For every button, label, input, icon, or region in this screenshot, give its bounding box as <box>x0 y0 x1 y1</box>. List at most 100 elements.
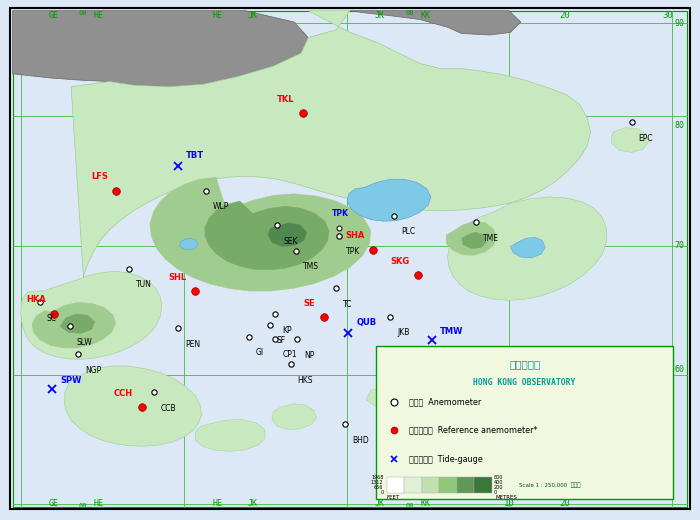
Text: HONG KONG OBSERVATORY: HONG KONG OBSERVATORY <box>473 379 576 387</box>
Text: SC: SC <box>47 314 57 323</box>
Polygon shape <box>446 221 496 255</box>
Polygon shape <box>366 387 405 407</box>
Text: TMW: TMW <box>440 327 463 336</box>
Text: 香港天文台: 香港天文台 <box>509 359 540 369</box>
Text: HKS: HKS <box>298 376 313 385</box>
Polygon shape <box>461 232 486 249</box>
Text: HE: HE <box>213 11 223 20</box>
Text: HE: HE <box>94 11 104 20</box>
Text: 656: 656 <box>374 485 384 490</box>
Text: 0: 0 <box>494 490 497 495</box>
Text: SHL: SHL <box>169 272 187 282</box>
Bar <box>422 477 439 493</box>
Text: Scale 1 : 250,000  比例尺: Scale 1 : 250,000 比例尺 <box>519 482 581 488</box>
Text: SKG: SKG <box>391 257 410 266</box>
Bar <box>405 477 422 493</box>
Text: 00: 00 <box>405 10 414 16</box>
Polygon shape <box>350 11 521 35</box>
Text: SLW: SLW <box>77 337 92 347</box>
Text: CP1: CP1 <box>282 350 297 359</box>
Text: 1968: 1968 <box>371 475 384 480</box>
Text: TBT: TBT <box>186 151 204 160</box>
Polygon shape <box>13 11 308 87</box>
Text: WGL: WGL <box>442 428 463 437</box>
Text: SHA: SHA <box>345 231 365 240</box>
Text: BHD: BHD <box>352 436 369 445</box>
Text: SE: SE <box>304 298 315 308</box>
Text: TMS: TMS <box>303 262 319 271</box>
Text: FEET: FEET <box>387 495 400 500</box>
Bar <box>474 477 491 493</box>
Polygon shape <box>32 303 116 348</box>
Polygon shape <box>612 127 648 152</box>
Text: SF: SF <box>276 336 286 345</box>
Text: 參考測風站  Reference anemometer*: 參考測風站 Reference anemometer* <box>410 426 538 435</box>
Text: CCB: CCB <box>161 404 176 413</box>
Text: METRES: METRES <box>495 495 517 500</box>
Polygon shape <box>71 11 591 334</box>
Text: GE: GE <box>49 11 59 20</box>
Text: TME: TME <box>483 233 499 243</box>
Text: 30: 30 <box>662 11 673 20</box>
Text: GI: GI <box>256 348 264 357</box>
Polygon shape <box>272 404 316 430</box>
Text: 200: 200 <box>494 485 503 490</box>
Text: 1312: 1312 <box>371 480 384 485</box>
Bar <box>439 477 456 493</box>
Text: TPK: TPK <box>332 209 349 217</box>
Polygon shape <box>447 197 607 301</box>
Text: PEN: PEN <box>185 340 200 348</box>
Polygon shape <box>427 404 465 423</box>
Text: HE: HE <box>94 499 104 508</box>
Text: 00: 00 <box>405 503 414 509</box>
Text: HE: HE <box>213 499 223 508</box>
Text: TC: TC <box>343 300 352 309</box>
Text: NGP: NGP <box>85 366 101 374</box>
Bar <box>456 477 474 493</box>
Polygon shape <box>195 419 265 451</box>
Text: 60: 60 <box>674 365 684 374</box>
Text: JK: JK <box>375 11 385 20</box>
Text: EPC: EPC <box>638 134 653 143</box>
Text: TUN: TUN <box>136 280 152 289</box>
Polygon shape <box>205 201 329 270</box>
Polygon shape <box>150 177 371 291</box>
Text: 20: 20 <box>559 499 570 508</box>
Text: 00: 00 <box>78 10 88 16</box>
Bar <box>377 346 673 499</box>
Text: JK: JK <box>247 11 258 20</box>
Polygon shape <box>510 237 545 258</box>
Text: 800: 800 <box>494 475 503 480</box>
Text: JK: JK <box>247 499 258 508</box>
Text: CCH: CCH <box>114 389 133 398</box>
Text: WGL: WGL <box>442 418 463 426</box>
Text: NP: NP <box>304 350 314 359</box>
Text: JKB: JKB <box>398 328 410 337</box>
Text: 0: 0 <box>380 490 384 495</box>
Text: TKL: TKL <box>276 95 294 104</box>
Text: TPK: TPK <box>346 247 360 256</box>
Text: QUB: QUB <box>356 318 377 327</box>
Polygon shape <box>60 314 94 333</box>
Text: KK: KK <box>420 11 430 20</box>
Text: HKA: HKA <box>27 295 46 305</box>
Text: 10: 10 <box>503 499 514 508</box>
Text: 90: 90 <box>674 19 684 28</box>
Text: SEK: SEK <box>284 237 298 246</box>
Text: WLP: WLP <box>213 202 229 211</box>
Polygon shape <box>267 223 307 246</box>
Text: GE: GE <box>49 499 59 508</box>
Text: 80: 80 <box>674 121 684 130</box>
Text: 測風站  Anemometer: 測風站 Anemometer <box>410 398 482 407</box>
Text: SPW: SPW <box>60 376 81 385</box>
Text: 00: 00 <box>78 503 88 509</box>
Polygon shape <box>21 271 162 359</box>
Text: KP: KP <box>282 326 292 335</box>
Text: LFS: LFS <box>91 173 108 181</box>
Text: 70: 70 <box>674 241 684 250</box>
Text: KK: KK <box>420 499 430 508</box>
Text: PLC: PLC <box>401 227 415 236</box>
Text: 20: 20 <box>559 11 570 20</box>
Polygon shape <box>347 179 431 221</box>
Text: 400: 400 <box>494 480 503 485</box>
